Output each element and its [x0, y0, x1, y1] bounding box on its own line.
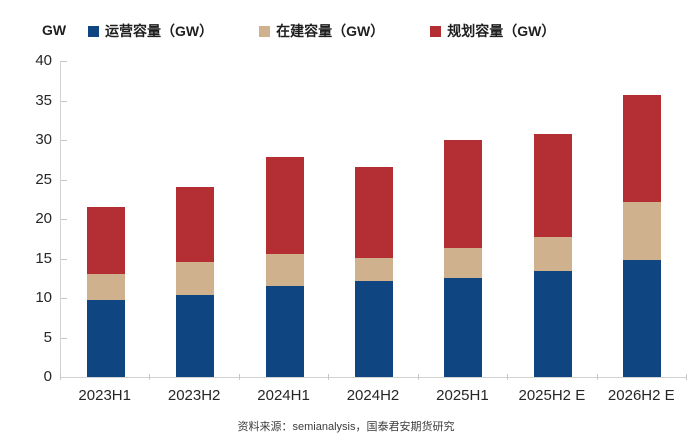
bar-segment: [444, 140, 483, 249]
bar-segment: [533, 133, 572, 238]
y-tick-mark: [61, 258, 67, 260]
chart-legend: 运营容量（GW） 在建容量（GW） 规划容量（GW）: [88, 21, 555, 41]
legend-label: 规划容量（GW）: [447, 23, 556, 39]
y-tick-label: 20: [35, 210, 52, 227]
plot-area: [60, 61, 687, 378]
bar-segment: [623, 95, 662, 203]
x-tick-mark: [417, 374, 419, 380]
bar-segment: [533, 271, 572, 377]
y-tick-mark: [61, 179, 67, 181]
source-note: 资料来源：semianalysis，国泰君安期货研究: [237, 421, 455, 433]
x-tick-mark: [507, 374, 509, 380]
x-tick-mark: [149, 374, 151, 380]
legend-label: 运营容量（GW）: [105, 23, 214, 39]
bar-segment: [86, 207, 125, 275]
bar-2024H2: [355, 166, 393, 377]
bar-2026H2-E: [623, 95, 662, 377]
bar-segment: [176, 187, 215, 263]
bar-segment: [355, 166, 393, 258]
x-tick-mark: [686, 374, 687, 380]
y-tick-mark: [61, 140, 67, 141]
y-tick-label: 15: [35, 249, 52, 267]
x-axis-label: 2025H1: [436, 387, 489, 404]
bar-segment: [176, 294, 215, 377]
y-tick-label: 10: [35, 289, 52, 306]
x-axis-label: 2023H1: [78, 387, 131, 404]
y-tick-label: 25: [35, 170, 52, 188]
x-axis-label: 2024H2: [346, 387, 400, 404]
bar-segment: [623, 260, 662, 377]
bar-segment: [176, 262, 215, 295]
x-tick-mark: [238, 374, 240, 380]
y-tick-mark: [61, 298, 67, 299]
bar-2025H1: [444, 140, 483, 377]
legend-swatch-icon: [430, 25, 442, 37]
bar-2023H1: [86, 207, 125, 377]
y-tick-mark: [61, 219, 67, 220]
x-axis-label: 2025H2 E: [518, 387, 586, 404]
legend-item-2: 规划容量（GW）: [430, 21, 555, 41]
y-tick-label: 40: [35, 52, 52, 69]
bar-segment: [265, 156, 304, 254]
legend-swatch-icon: [259, 25, 271, 37]
y-tick-label: 35: [35, 91, 52, 109]
x-axis-label: 2026H2 E: [607, 387, 675, 404]
legend-swatch-icon: [88, 25, 99, 37]
legend-item-0: 运营容量（GW）: [88, 21, 213, 41]
legend-item-1: 在建容量（GW）: [259, 21, 384, 41]
y-tick-label: 0: [43, 368, 52, 385]
bar-segment: [86, 300, 125, 377]
bar-segment: [265, 286, 304, 377]
legend-label: 在建容量（GW）: [276, 23, 385, 39]
bar-segment: [355, 257, 393, 282]
y-tick-label: 30: [35, 131, 52, 148]
bar-segment: [533, 237, 572, 272]
x-tick-mark: [328, 374, 330, 380]
bar-segment: [355, 281, 393, 377]
bar-segment: [86, 274, 125, 301]
y-tick-mark: [61, 61, 67, 62]
bar-2025H2-E: [533, 133, 572, 377]
y-tick-label: 5: [43, 328, 52, 346]
x-tick-mark: [596, 374, 598, 380]
bar-segment: [265, 253, 304, 287]
y-axis-unit-label: GW: [42, 22, 67, 38]
x-tick-mark: [60, 374, 61, 380]
y-tick-mark: [61, 337, 67, 339]
bar-segment: [623, 202, 662, 261]
bar-2024H1: [265, 156, 304, 377]
x-axis-label: 2023H2: [167, 387, 221, 404]
bar-segment: [444, 248, 483, 279]
x-axis-label: 2024H1: [257, 387, 310, 404]
y-tick-mark: [61, 100, 67, 102]
bar-segment: [444, 278, 483, 377]
bar-2023H2: [176, 187, 215, 377]
